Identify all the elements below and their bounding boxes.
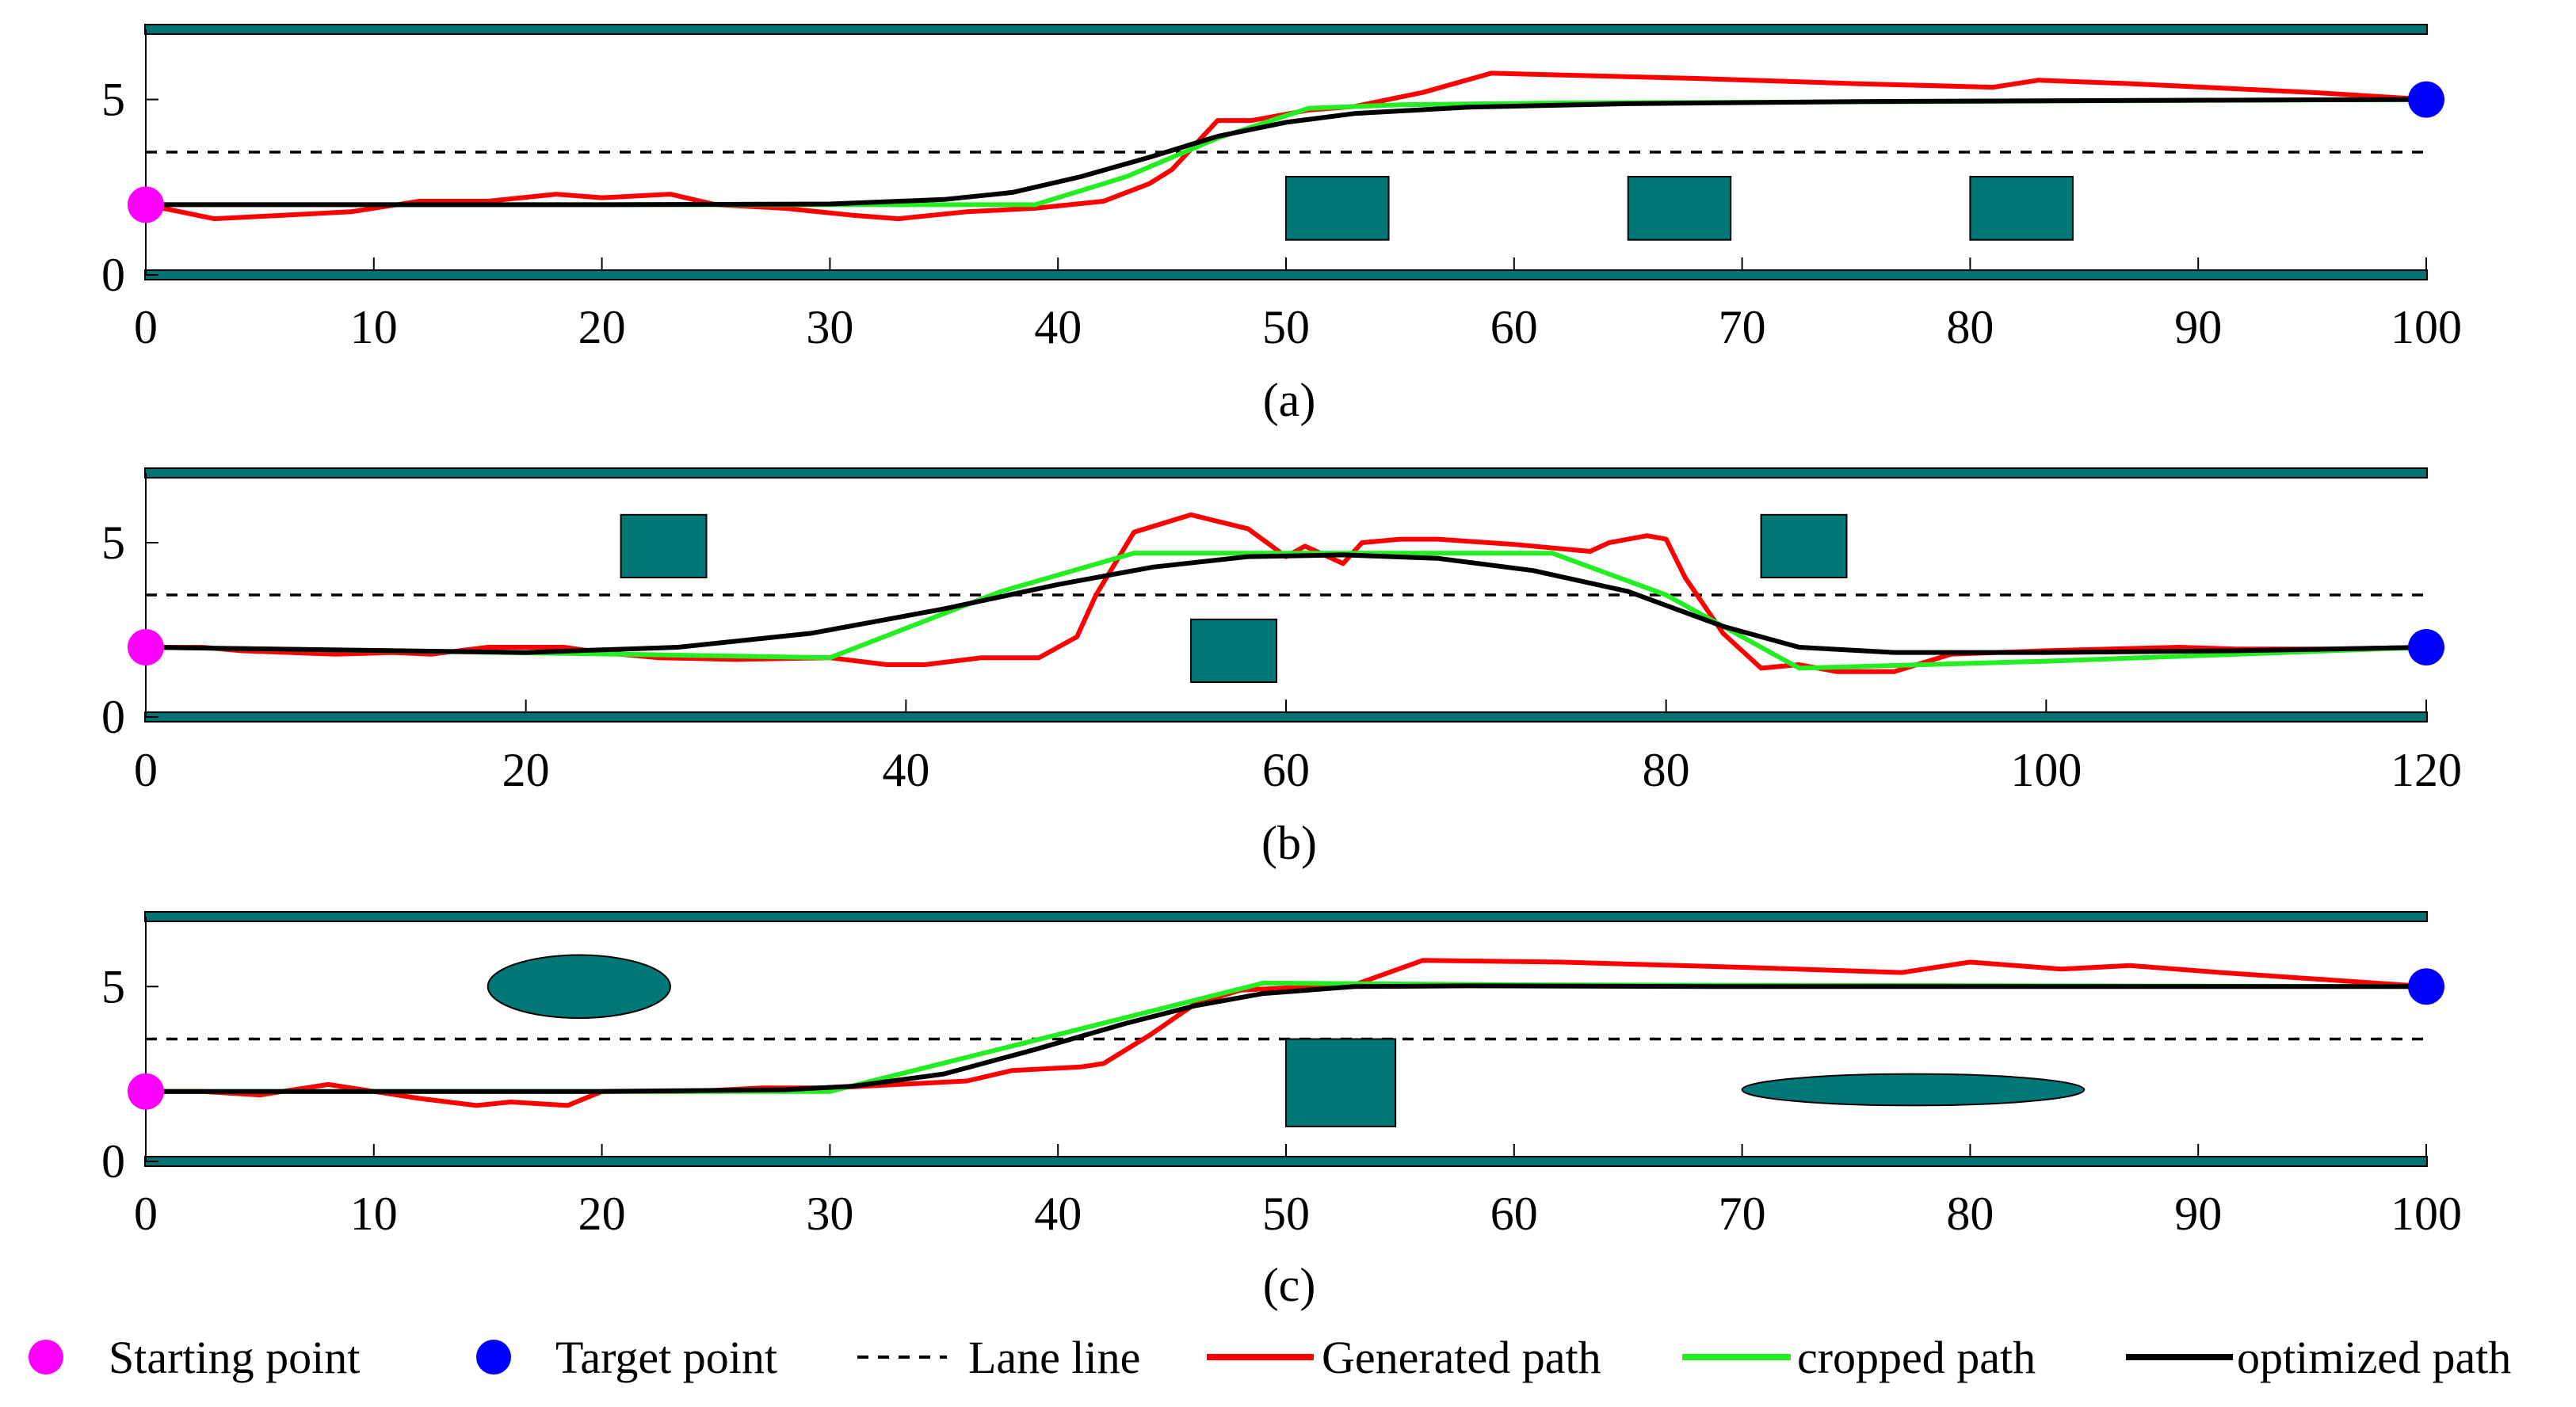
road-edge-top bbox=[144, 467, 2428, 479]
generated-path bbox=[143, 958, 2429, 1108]
y-tick-label: 5 bbox=[101, 960, 125, 1012]
x-tick-label: 30 bbox=[806, 301, 853, 353]
start-point-marker bbox=[128, 1073, 164, 1110]
obstacle-3 bbox=[1760, 513, 1848, 578]
legend-generated-label: Generated path bbox=[1322, 1332, 1601, 1383]
x-tick-label: 20 bbox=[578, 1188, 626, 1240]
x-tick-label: 40 bbox=[1034, 301, 1082, 353]
x-tick-label: 40 bbox=[882, 744, 929, 796]
panel-a: 0 10 20 30 40 50 60 70 80 90 100 0 5 (a) bbox=[101, 24, 2462, 426]
x-tick-label: 70 bbox=[1719, 301, 1766, 353]
x-tick-label: 90 bbox=[2174, 1188, 2222, 1240]
x-tick-label: 50 bbox=[1262, 301, 1310, 353]
cropped-path bbox=[143, 97, 2429, 208]
obstacle-1 bbox=[487, 954, 671, 1020]
obstacle-2 bbox=[1627, 176, 1732, 241]
obstacle-2 bbox=[1190, 618, 1278, 683]
road-edge-bottom bbox=[144, 711, 2428, 723]
x-tick-label: 100 bbox=[2010, 744, 2082, 796]
road-edge-top bbox=[144, 911, 2428, 922]
y-tick-label: 0 bbox=[101, 249, 125, 301]
legend-target-label: Target point bbox=[555, 1332, 777, 1383]
x-tick-label: 40 bbox=[1034, 1188, 1082, 1240]
obstacle-2 bbox=[1285, 1038, 1397, 1127]
y-tick-label: 5 bbox=[101, 74, 125, 126]
panel-caption: (b) bbox=[1261, 817, 1317, 869]
x-tick-label: 60 bbox=[1490, 301, 1538, 353]
x-tick-label: 70 bbox=[1719, 1188, 1766, 1240]
x-tick-label: 100 bbox=[2391, 301, 2462, 353]
x-tick-label: 80 bbox=[1946, 301, 1994, 353]
x-tick-label: 120 bbox=[2391, 744, 2462, 796]
x-tick-label: 30 bbox=[806, 1188, 853, 1240]
road-edge-bottom bbox=[144, 269, 2428, 280]
road-edge-top bbox=[144, 24, 2428, 35]
legend: Starting point Target point Lane line Ge… bbox=[29, 1332, 2511, 1383]
y-tick-label: 5 bbox=[101, 517, 125, 569]
legend-target-marker bbox=[476, 1340, 511, 1375]
x-tick-label: 100 bbox=[2391, 1188, 2462, 1240]
generated-path bbox=[143, 71, 2429, 222]
panel-caption: (a) bbox=[1263, 374, 1316, 426]
x-tick-label: 20 bbox=[502, 744, 550, 796]
generated-path bbox=[143, 512, 2429, 674]
obstacle-3 bbox=[1741, 1073, 2086, 1107]
x-tick-label: 0 bbox=[134, 744, 158, 796]
road-edge-bottom bbox=[144, 1156, 2428, 1167]
x-tick-label: 10 bbox=[350, 1188, 398, 1240]
optimized-path bbox=[143, 552, 2429, 655]
legend-optimized-label: optimized path bbox=[2237, 1332, 2511, 1383]
start-point-marker bbox=[128, 186, 164, 223]
optimized-path bbox=[143, 983, 2429, 1094]
x-tick-label: 90 bbox=[2174, 301, 2222, 353]
legend-lane-label: Lane line bbox=[968, 1332, 1140, 1383]
legend-start-label: Starting point bbox=[109, 1332, 360, 1383]
y-tick-label: 0 bbox=[101, 1135, 125, 1188]
y-tick-label: 0 bbox=[101, 691, 125, 743]
start-point-marker bbox=[128, 629, 164, 665]
panel-caption: (c) bbox=[1263, 1259, 1316, 1311]
x-tick-label: 60 bbox=[1490, 1188, 1538, 1240]
target-point-marker bbox=[2408, 629, 2444, 665]
panel-c: 0 10 20 30 40 50 60 70 80 90 100 0 5 (c) bbox=[101, 911, 2462, 1311]
target-point-marker bbox=[2408, 81, 2444, 118]
x-tick-label: 0 bbox=[134, 301, 158, 353]
panel-b: 0 20 40 60 80 100 120 0 5 (b) bbox=[101, 467, 2462, 869]
obstacle-1 bbox=[620, 513, 708, 578]
x-tick-label: 20 bbox=[578, 301, 626, 353]
x-tick-label: 50 bbox=[1262, 1188, 1310, 1240]
x-tick-label: 80 bbox=[1946, 1188, 1994, 1240]
optimized-path bbox=[143, 97, 2429, 208]
x-tick-label: 10 bbox=[350, 301, 398, 353]
x-tick-label: 60 bbox=[1262, 744, 1310, 796]
target-point-marker bbox=[2408, 968, 2444, 1005]
x-tick-label: 0 bbox=[134, 1188, 158, 1240]
legend-start-marker bbox=[29, 1340, 63, 1375]
x-tick-label: 80 bbox=[1643, 744, 1690, 796]
obstacle-1 bbox=[1285, 176, 1390, 241]
legend-cropped-label: cropped path bbox=[1797, 1332, 2036, 1383]
obstacle-3 bbox=[1969, 176, 2074, 241]
